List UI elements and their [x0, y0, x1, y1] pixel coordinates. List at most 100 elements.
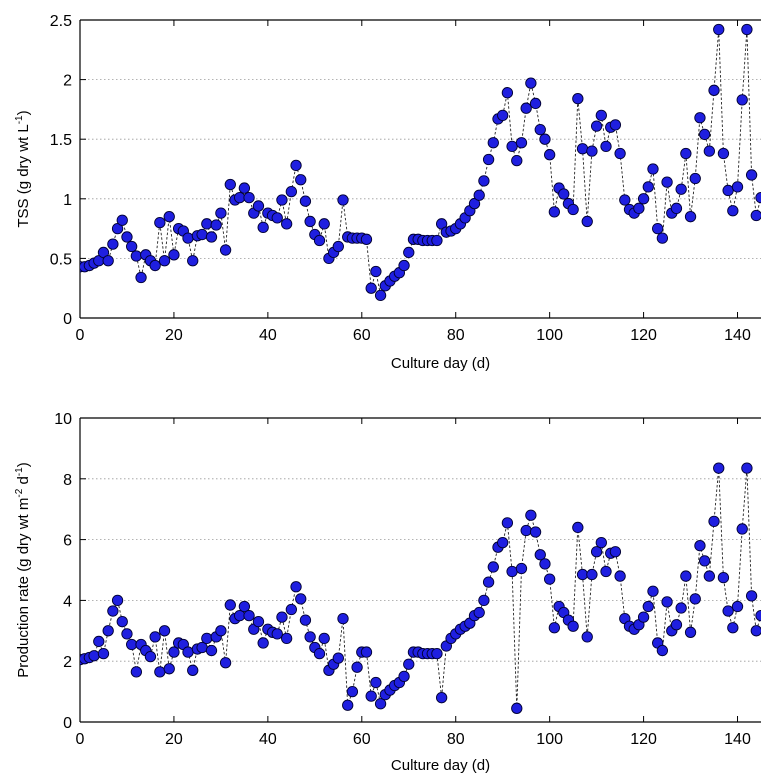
- data-point: [374, 289, 387, 302]
- data-point: [121, 231, 133, 243]
- y-axis-label-text: Production rate (g dry wt m: [15, 498, 32, 678]
- data-point: [529, 97, 542, 110]
- data-point: [525, 77, 537, 89]
- data-point: [398, 670, 410, 683]
- data-point: [647, 163, 659, 175]
- data-point: [741, 462, 753, 474]
- data-point: [111, 594, 124, 607]
- y-tick-label: 6: [63, 533, 72, 550]
- data-point: [130, 666, 143, 678]
- data-point: [149, 631, 161, 643]
- data-point: [158, 255, 171, 267]
- data-point: [548, 622, 561, 634]
- data-point: [88, 650, 100, 662]
- data-point: [642, 600, 654, 613]
- data-point: [590, 120, 603, 132]
- data-point: [736, 94, 748, 106]
- y-axis-label-mid: d: [15, 476, 32, 489]
- data-point: [126, 240, 138, 253]
- data-point: [736, 523, 748, 535]
- series-line: [80, 29, 761, 297]
- tss-chart: 0 0.5 1 1.5 2 2.5 0 20 40 60 80 100 120 140 Culture da…: [14, 13, 761, 372]
- data-point: [501, 87, 514, 99]
- data-point: [670, 202, 683, 214]
- data-point: [717, 571, 730, 584]
- data-point: [694, 112, 706, 124]
- data-point: [642, 181, 654, 193]
- data-point: [576, 568, 589, 581]
- data-point: [609, 119, 622, 131]
- data-point: [581, 631, 593, 643]
- data-point: [576, 143, 589, 155]
- data-point: [285, 185, 297, 198]
- data-point: [713, 462, 725, 474]
- data-point: [478, 175, 490, 187]
- data-point: [370, 265, 382, 278]
- data-point: [210, 219, 222, 231]
- data-point: [600, 565, 612, 578]
- data-point: [595, 536, 607, 549]
- data-point: [722, 184, 734, 197]
- data-point: [703, 570, 715, 582]
- data-point: [482, 576, 495, 588]
- data-point: [342, 699, 354, 711]
- y-tick-label: 0.5: [50, 251, 72, 268]
- y-axis-label-sup: -1: [14, 115, 25, 124]
- data-point: [750, 625, 761, 637]
- data-point: [102, 255, 114, 267]
- data-point: [201, 218, 213, 230]
- x-tick-label: 120: [630, 327, 657, 344]
- data-point: [539, 558, 551, 570]
- data-point: [741, 23, 753, 36]
- data-point: [234, 191, 246, 204]
- data-point: [755, 191, 761, 204]
- data-point: [468, 197, 481, 210]
- data-point: [271, 212, 283, 224]
- data-point: [252, 616, 265, 628]
- data-point: [276, 194, 288, 206]
- data-point: [661, 596, 673, 608]
- data-point: [182, 232, 194, 244]
- data-point: [205, 231, 218, 243]
- data-point: [205, 644, 218, 657]
- x-axis-label: Culture day (d): [391, 757, 490, 774]
- data-point: [285, 603, 297, 616]
- data-point: [534, 549, 546, 561]
- series-group: [80, 462, 761, 714]
- data-point: [102, 625, 114, 637]
- x-axis-label: Culture day (d): [391, 355, 490, 372]
- data-point: [680, 147, 692, 160]
- data-point: [567, 203, 579, 216]
- x-tick-label: 0: [76, 327, 85, 344]
- y-tick-label: 1: [63, 192, 72, 209]
- y-axis-label-close: ): [15, 462, 32, 467]
- data-point: [299, 614, 312, 626]
- data-point: [280, 218, 293, 230]
- data-point: [684, 211, 697, 223]
- data-point: [299, 195, 312, 207]
- data-point: [708, 515, 720, 528]
- y-tick-label: 0: [63, 715, 72, 732]
- y-tick-label: 2.5: [50, 13, 72, 30]
- data-point: [694, 540, 706, 552]
- data-point: [525, 509, 537, 521]
- data-point: [689, 172, 701, 185]
- data-point: [304, 215, 316, 228]
- data-point: [107, 605, 119, 617]
- data-point: [243, 191, 255, 204]
- data-point: [661, 176, 673, 188]
- data-point: [497, 536, 509, 549]
- data-point: [614, 147, 626, 160]
- data-point: [116, 214, 128, 226]
- data-point: [163, 663, 175, 675]
- data-point: [652, 222, 664, 235]
- data-point: [431, 647, 443, 660]
- data-point: [360, 646, 373, 658]
- data-point: [478, 594, 490, 607]
- data-point: [511, 155, 523, 167]
- data-point: [689, 593, 701, 605]
- x-tick-label: 100: [536, 731, 563, 748]
- data-point: [581, 215, 593, 228]
